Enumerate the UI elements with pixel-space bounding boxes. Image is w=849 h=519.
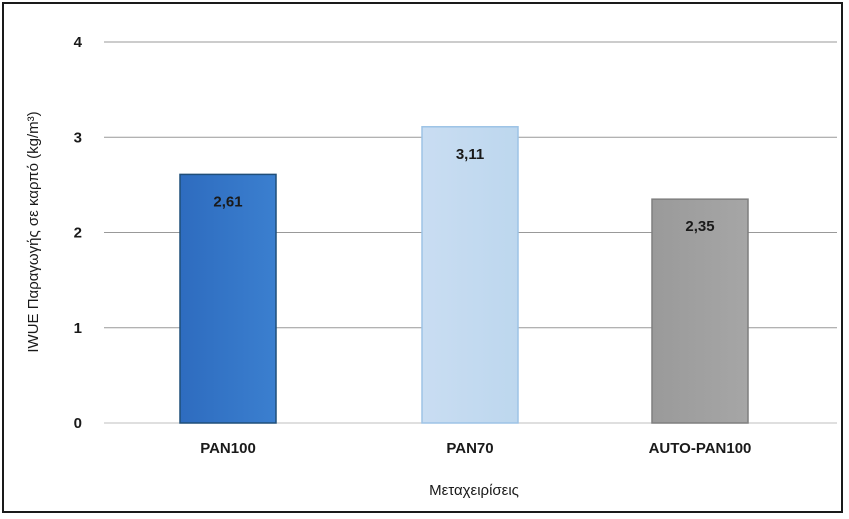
data-label: 3,11 [456,146,484,163]
y-axis-title: IWUE Παραγωγής σε καρπό (kg/m³) [25,111,42,352]
bar-auto-pan100 [651,198,749,424]
y-tick-labels: 0 1 2 3 4 [74,34,83,432]
chart-frame: 0 1 2 3 4 2,61 3,11 2,35 PAN100 PAN70 AUTO-PAN10… [2,2,843,513]
bar-pan100 [179,173,277,424]
y-tick-label: 2 [74,225,82,242]
x-tick-label: PAN100 [200,440,256,457]
bars [179,126,749,424]
data-label: 2,61 [213,193,242,210]
y-tick-label: 0 [74,415,82,432]
y-tick-label: 4 [74,34,83,51]
data-label: 2,35 [685,218,714,235]
data-labels: 2,61 3,11 2,35 [213,146,714,235]
x-tick-label: PAN70 [446,440,493,457]
y-tick-label: 1 [74,320,82,337]
y-tick-label: 3 [74,129,82,146]
bar-pan70 [421,126,519,424]
bar-chart: 0 1 2 3 4 2,61 3,11 2,35 PAN100 PAN70 AUTO-PAN10… [25,34,837,499]
category-labels: PAN100 PAN70 AUTO-PAN100 [200,440,751,457]
x-axis-title: Μεταχειρίσεις [429,482,519,499]
x-tick-label: AUTO-PAN100 [649,440,752,457]
